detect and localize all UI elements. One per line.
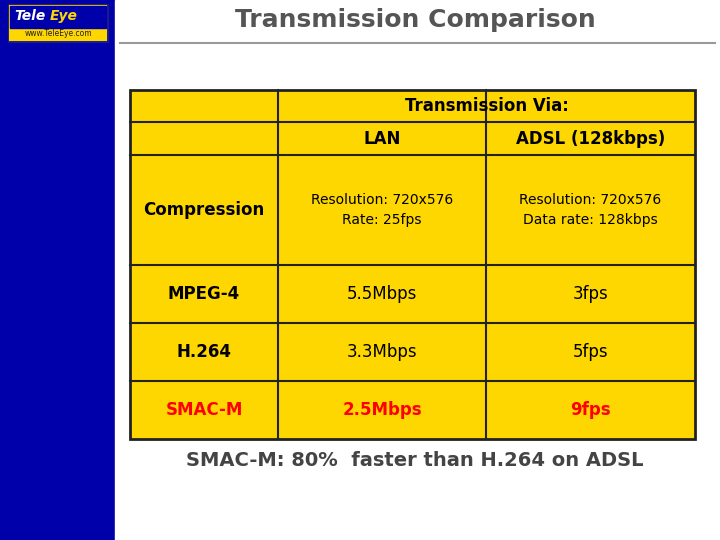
Text: SMAC-M: 80%  faster than H.264 on ADSL: SMAC-M: 80% faster than H.264 on ADSL xyxy=(186,451,644,470)
Text: 5fps: 5fps xyxy=(572,343,608,361)
Text: SMAC-M: SMAC-M xyxy=(166,401,243,419)
Text: 3.3Mbps: 3.3Mbps xyxy=(347,343,418,361)
Text: 9fps: 9fps xyxy=(570,401,611,419)
Text: www.TeleEye.com: www.TeleEye.com xyxy=(24,30,92,38)
Text: 3fps: 3fps xyxy=(572,285,608,303)
Bar xyxy=(0,0,115,540)
Text: H.264: H.264 xyxy=(176,343,232,361)
Bar xyxy=(130,90,695,439)
Text: Tele: Tele xyxy=(14,9,46,23)
Text: 5.5Mbps: 5.5Mbps xyxy=(347,285,417,303)
Bar xyxy=(130,90,695,439)
Bar xyxy=(115,0,720,540)
Text: Eye: Eye xyxy=(50,9,78,23)
Text: LAN: LAN xyxy=(364,130,401,147)
Text: Resolution: 720x576
Rate: 25fps: Resolution: 720x576 Rate: 25fps xyxy=(311,193,453,227)
Text: MPEG-4: MPEG-4 xyxy=(168,285,240,303)
Bar xyxy=(8,4,108,42)
Text: Compression: Compression xyxy=(143,201,265,219)
Bar xyxy=(10,6,106,28)
Text: Resolution: 720x576
Data rate: 128kbps: Resolution: 720x576 Data rate: 128kbps xyxy=(519,193,662,227)
Text: Transmission Comparison: Transmission Comparison xyxy=(235,8,595,32)
Text: ADSL (128kbps): ADSL (128kbps) xyxy=(516,130,665,147)
Text: Transmission Via:: Transmission Via: xyxy=(405,97,568,115)
Text: 2.5Mbps: 2.5Mbps xyxy=(342,401,422,419)
Bar xyxy=(10,6,106,40)
